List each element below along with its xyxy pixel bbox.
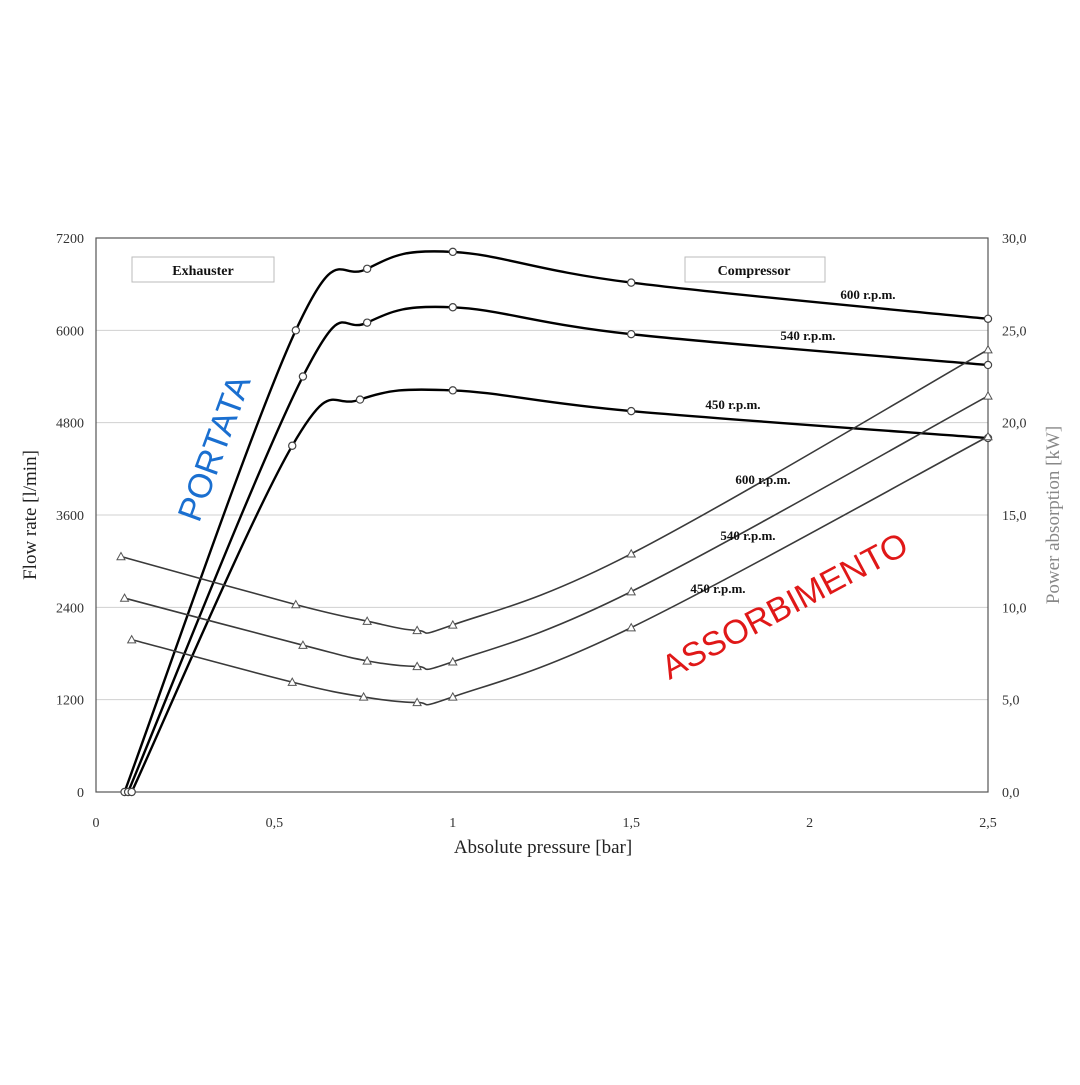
flow-curve-0 bbox=[123, 250, 989, 793]
power-point bbox=[362, 655, 373, 665]
power-point bbox=[983, 344, 993, 354]
power-label-540: 540 r.p.m. bbox=[720, 528, 775, 543]
x-tick-label: 1 bbox=[449, 816, 456, 831]
power-point bbox=[362, 616, 373, 625]
power-point bbox=[298, 640, 308, 649]
power-point bbox=[116, 551, 126, 561]
x-tick-label: 2,5 bbox=[979, 816, 997, 831]
flow-point bbox=[448, 303, 457, 312]
power-point bbox=[983, 390, 993, 400]
flow-point bbox=[362, 318, 372, 327]
power-point bbox=[983, 431, 993, 441]
flow-point bbox=[983, 360, 993, 370]
power-point bbox=[126, 634, 137, 644]
y-tick-left-label: 4800 bbox=[56, 417, 84, 432]
flow-point bbox=[355, 395, 365, 404]
x-tick-label: 2 bbox=[806, 816, 813, 831]
power-label-450: 450 r.p.m. bbox=[690, 581, 745, 596]
assorbimento-overlay: ASSORBIMENTO bbox=[655, 525, 914, 687]
y-tick-right-label: 10,0 bbox=[1002, 601, 1027, 616]
exhauster-label: Exhauster bbox=[172, 264, 233, 279]
flow-label-600: 600 r.p.m. bbox=[840, 287, 895, 302]
exhauster-box bbox=[131, 256, 275, 283]
flow-point bbox=[627, 329, 636, 339]
power-point bbox=[447, 656, 458, 666]
y-tick-left-label: 2400 bbox=[56, 601, 84, 616]
y-tick-right-label: 0,0 bbox=[1002, 786, 1020, 801]
y-tick-left-label: 0 bbox=[77, 786, 84, 801]
y-tick-right-label: 20,0 bbox=[1002, 417, 1027, 432]
power-point bbox=[287, 677, 298, 686]
flow-label-450: 450 r.p.m. bbox=[705, 397, 760, 412]
flow-point bbox=[627, 406, 636, 416]
power-point bbox=[447, 691, 458, 701]
y-tick-right-label: 5,0 bbox=[1002, 694, 1020, 709]
y-tick-right-label: 15,0 bbox=[1002, 509, 1027, 524]
flow-point bbox=[288, 441, 297, 450]
flow-point bbox=[127, 787, 136, 797]
flow-point bbox=[983, 314, 993, 323]
x-tick-label: 0 bbox=[93, 816, 100, 831]
x-axis-title: Absolute pressure [bar] bbox=[454, 837, 632, 858]
x-tick-label: 0,5 bbox=[266, 816, 284, 831]
power-point bbox=[626, 622, 637, 632]
flow-curve-2 bbox=[130, 388, 989, 793]
power-point bbox=[412, 661, 422, 671]
flow-point bbox=[448, 386, 457, 395]
plot-frame bbox=[95, 237, 989, 793]
power-point bbox=[119, 593, 130, 602]
y-axis-title-right: Power absorption [kW] bbox=[1043, 426, 1064, 604]
power-point bbox=[447, 619, 458, 629]
power-label-600: 600 r.p.m. bbox=[735, 472, 790, 487]
power-curve-0 bbox=[120, 349, 989, 634]
y-tick-right-label: 30,0 bbox=[1002, 232, 1027, 247]
flow-label-540: 540 r.p.m. bbox=[780, 328, 835, 343]
x-tick-label: 1,5 bbox=[622, 816, 640, 831]
power-point bbox=[412, 697, 422, 707]
flow-point bbox=[362, 264, 372, 273]
flow-point bbox=[291, 326, 301, 335]
flow-curve-1 bbox=[126, 305, 989, 793]
flow-point bbox=[448, 247, 457, 257]
power-point bbox=[358, 691, 369, 701]
power-point bbox=[626, 586, 637, 596]
power-point bbox=[626, 548, 637, 558]
flow-point bbox=[627, 278, 636, 287]
compressor-label: Compressor bbox=[718, 264, 791, 279]
power-curve-1 bbox=[124, 395, 989, 671]
y-tick-left-label: 3600 bbox=[56, 509, 84, 524]
y-axis-title-left: Flow rate [l/min] bbox=[20, 450, 41, 580]
y-tick-left-label: 7200 bbox=[56, 232, 84, 247]
power-point bbox=[290, 599, 301, 609]
flow-point bbox=[298, 372, 308, 381]
y-tick-left-label: 6000 bbox=[56, 324, 84, 339]
y-tick-left-label: 1200 bbox=[56, 694, 84, 709]
y-tick-right-label: 25,0 bbox=[1002, 324, 1027, 339]
compressor-box bbox=[684, 256, 826, 283]
power-point bbox=[412, 625, 422, 635]
